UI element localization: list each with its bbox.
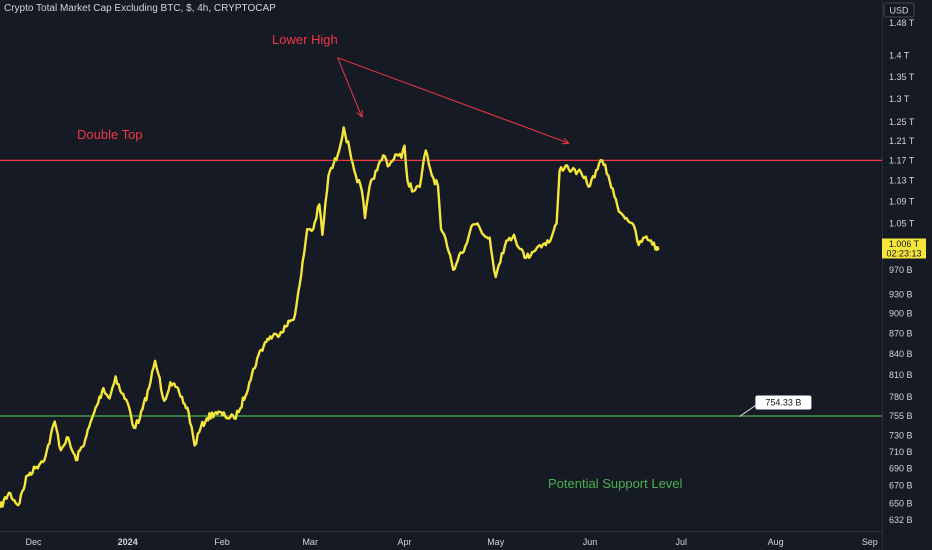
y-tick-label: 870 B [889,328,913,338]
time-axis[interactable]: Dec 2024 Feb Mar Apr May Jun Jul Aug Sep [25,537,877,547]
last-price-box [882,238,926,259]
price-callout[interactable]: 754.33 B [739,395,812,417]
price-callout-box[interactable] [755,395,812,410]
x-tick-label: 2024 [118,537,138,547]
y-tick-label: 730 B [889,431,913,441]
price-callout-leader [739,405,756,417]
last-point-marker [654,246,660,251]
last-price-value: 1.006 T [889,239,920,249]
arrow-head [356,110,363,119]
price-axis[interactable]: 1.48 T 1.4 T 1.35 T 1.3 T 1.25 T 1.21 T 1.17 T… [889,18,915,525]
x-tick-label: Jun [583,537,598,547]
x-tick-label: Sep [862,537,878,547]
last-price-timer: 02:23:13 [886,249,921,259]
y-tick-label: 710 B [889,447,913,457]
y-tick-label: 1.09 T [889,197,915,207]
x-tick-label: Aug [768,537,784,547]
y-tick-label: 670 B [889,481,913,491]
horizontal-lines [0,159,882,417]
x-tick-label: Dec [25,537,42,547]
currency-button[interactable]: USD [883,2,915,18]
series-layer [0,126,660,509]
y-tick-label: 1.13 T [889,176,915,186]
lower-high-annotation: Lower High [272,32,338,47]
lower-high-arrow[interactable] [337,57,569,144]
y-tick-label: 650 B [889,498,913,508]
y-tick-label: 1.17 T [889,155,915,165]
x-tick-label: Feb [214,537,230,547]
y-tick-label: 1.4 T [889,51,910,61]
y-tick-label: 632 B [889,515,913,525]
support-annotation: Potential Support Level [548,476,683,491]
double-top-annotation: Double Top [77,127,143,142]
y-tick-label: 930 B [889,289,913,299]
x-tick-label: Jul [676,537,688,547]
y-tick-label: 1.25 T [889,117,915,127]
x-tick-label: May [487,537,505,547]
x-tick-label: Mar [302,537,318,547]
y-tick-label: 840 B [889,349,913,359]
series-line[interactable] [0,126,658,509]
chart-title: Crypto Total Market Cap Excluding BTC, $… [4,3,276,14]
annotation-arrows [337,57,570,145]
last-price-label: 1.006 T 02:23:13 [882,238,926,259]
y-tick-label: 1.48 T [889,18,915,28]
y-tick-label: 755 B [889,411,913,421]
y-tick-label: 1.35 T [889,72,915,82]
y-tick-label: 1.3 T [889,94,910,104]
y-tick-label: 970 B [889,265,913,275]
y-tick-label: 1.21 T [889,136,915,146]
currency-button-label[interactable]: USD [889,6,909,16]
y-tick-label: 690 B [889,464,913,474]
y-tick-label: 1.05 T [889,219,915,229]
currency-button-frame[interactable] [883,2,915,18]
lower-high-arrow[interactable] [337,57,363,118]
x-tick-label: Apr [397,537,411,547]
y-tick-label: 900 B [889,309,913,319]
price-callout-label: 754.33 B [765,398,801,408]
y-tick-label: 810 B [889,370,913,380]
y-tick-label: 780 B [889,392,913,402]
arrow-head [561,137,570,145]
